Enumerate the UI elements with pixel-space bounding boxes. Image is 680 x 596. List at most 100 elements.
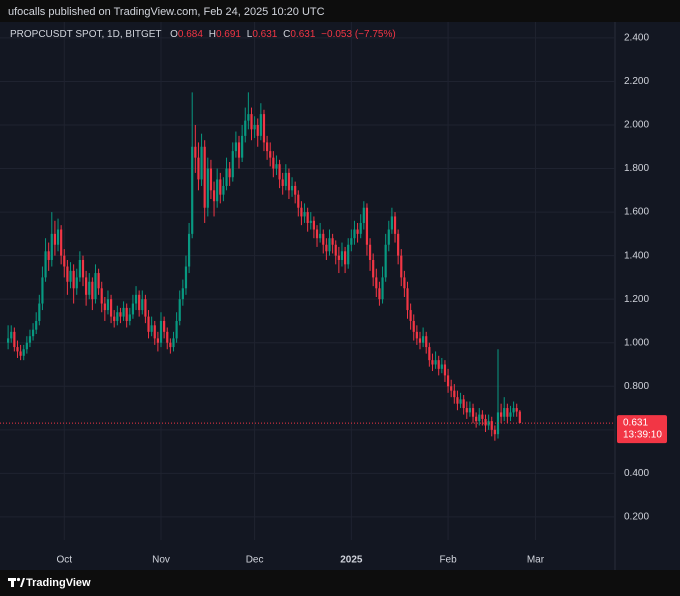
candle-body (450, 386, 453, 391)
candle-body (28, 336, 32, 343)
change: −0.053 (−7.75%) (321, 29, 396, 40)
y-tick-label: 1.600 (624, 207, 649, 218)
candle-body (496, 412, 500, 435)
logo-mark (20, 578, 25, 587)
candle-body (269, 151, 272, 158)
candle-body (359, 222, 362, 234)
candle-body (209, 168, 213, 191)
candle-body (456, 397, 459, 404)
candle-body (337, 255, 340, 260)
candle-body (487, 421, 490, 426)
candle-body (22, 349, 25, 356)
candle-body (297, 194, 300, 208)
candle-body (141, 299, 144, 311)
candle-body (312, 220, 315, 230)
candle-body (325, 244, 328, 252)
legend: PROPCUSDT SPOT, 1D, BITGET O0.684 H0.691… (10, 29, 396, 40)
candle-body (309, 220, 312, 223)
y-tick-label: 0.400 (624, 468, 649, 479)
candle-body (97, 273, 100, 289)
candle-body (415, 331, 418, 339)
candle-body (38, 303, 41, 321)
candle-body (200, 146, 203, 180)
candle-body (256, 124, 259, 136)
candle-body (156, 338, 159, 343)
candle-body (372, 259, 375, 278)
price-tag (617, 415, 667, 444)
candle-body (35, 320, 38, 330)
candle-body (403, 277, 406, 289)
header: ufocalls published on TradingView.com, F… (8, 6, 325, 18)
candle-body (518, 411, 521, 424)
candle-body (66, 266, 69, 282)
candle-body (462, 399, 465, 409)
candle-body (194, 146, 197, 158)
candle-body (53, 233, 57, 245)
candle-body (16, 347, 19, 352)
logo-mark (11, 578, 14, 587)
candle-body (387, 229, 390, 245)
candle-body (431, 360, 434, 365)
candle-body (228, 168, 231, 178)
candle-body (222, 185, 225, 195)
candle-body (134, 294, 138, 304)
x-tick-label: Oct (56, 555, 72, 566)
candle-body (347, 244, 350, 265)
candle-body (31, 329, 35, 337)
candle-body (147, 316, 150, 332)
candle-body (47, 251, 50, 260)
candle-body (106, 299, 110, 311)
candle-body (468, 408, 472, 413)
footer-brand: TradingView (26, 577, 91, 589)
candle-body (144, 299, 147, 317)
candle-body (478, 414, 481, 422)
candle-body (294, 185, 297, 195)
candle-body (381, 277, 384, 300)
candle-body (175, 320, 178, 339)
candle-body (475, 416, 478, 422)
logo-mark (16, 577, 21, 582)
candle-body (418, 338, 422, 343)
ohlc-key: C (283, 29, 290, 40)
candle-body (113, 316, 116, 321)
ohlc-key: H (209, 29, 216, 40)
candle-body (44, 251, 47, 278)
x-tick-label: Nov (152, 555, 170, 566)
y-tick-label: 2.200 (624, 76, 649, 87)
candle-body (334, 244, 337, 256)
candle-body (78, 259, 81, 278)
candle-body (409, 310, 412, 321)
candle-body (187, 233, 191, 267)
y-tick-label: 1.800 (624, 163, 649, 174)
candle-body (88, 281, 91, 295)
symbol: PROPCUSDT SPOT, 1D, BITGET (10, 29, 161, 40)
candle-body (191, 146, 194, 234)
candle-body (471, 408, 475, 417)
candle-body (234, 142, 237, 152)
candle-body (244, 120, 247, 136)
candle-body (181, 288, 184, 300)
candle-body (503, 408, 506, 417)
candle-body (103, 303, 106, 311)
candle-body (446, 375, 450, 387)
candle-body (159, 320, 163, 343)
candle-body (131, 303, 135, 315)
plot: 0.2000.4000.6000.8001.0001.2001.4001.600… (0, 22, 667, 570)
candle-body (231, 151, 234, 178)
candle-body (331, 238, 334, 245)
ohlc-value: 0.631 (290, 29, 315, 40)
candle-body (362, 207, 365, 223)
candle-body (428, 347, 431, 361)
candle-body (116, 312, 119, 321)
candle-body (91, 281, 94, 300)
candle-body (343, 251, 347, 265)
candle-body (163, 320, 166, 332)
candle-body (253, 124, 256, 130)
candle-body (356, 229, 359, 234)
candle-body (515, 408, 518, 412)
candle-body (138, 294, 141, 311)
y-tick-label: 0.800 (624, 381, 649, 392)
candle-body (206, 168, 209, 208)
candle-body (72, 270, 75, 289)
candle-body (434, 360, 437, 365)
